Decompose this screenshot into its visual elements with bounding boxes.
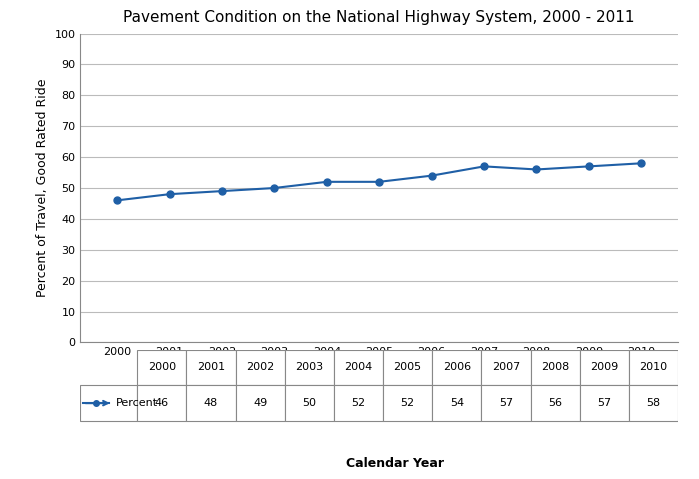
Text: 54: 54	[449, 398, 464, 408]
Title: Pavement Condition on the National Highway System, 2000 - 2011: Pavement Condition on the National Highw…	[124, 11, 635, 25]
FancyBboxPatch shape	[531, 350, 579, 385]
FancyBboxPatch shape	[236, 385, 284, 421]
FancyBboxPatch shape	[579, 350, 629, 385]
FancyBboxPatch shape	[579, 385, 629, 421]
Text: 2000: 2000	[147, 363, 176, 373]
FancyBboxPatch shape	[236, 350, 284, 385]
FancyBboxPatch shape	[137, 385, 187, 421]
FancyBboxPatch shape	[531, 385, 579, 421]
Text: Percent: Percent	[116, 398, 159, 408]
FancyBboxPatch shape	[482, 385, 531, 421]
Text: 2008: 2008	[541, 363, 569, 373]
FancyBboxPatch shape	[383, 350, 432, 385]
FancyBboxPatch shape	[284, 350, 334, 385]
FancyBboxPatch shape	[187, 385, 236, 421]
Text: 56: 56	[548, 398, 562, 408]
FancyBboxPatch shape	[187, 350, 236, 385]
FancyBboxPatch shape	[334, 350, 383, 385]
Text: 2005: 2005	[394, 363, 421, 373]
FancyBboxPatch shape	[284, 385, 334, 421]
Text: 2007: 2007	[492, 363, 520, 373]
Text: 50: 50	[302, 398, 316, 408]
FancyBboxPatch shape	[432, 350, 482, 385]
Text: 49: 49	[253, 398, 267, 408]
Text: 2003: 2003	[295, 363, 324, 373]
Text: 2002: 2002	[246, 363, 274, 373]
Text: 58: 58	[647, 398, 661, 408]
Text: 2009: 2009	[590, 363, 619, 373]
FancyBboxPatch shape	[629, 385, 678, 421]
FancyBboxPatch shape	[432, 385, 482, 421]
Text: 2004: 2004	[345, 363, 373, 373]
FancyBboxPatch shape	[80, 385, 137, 421]
Text: 48: 48	[204, 398, 218, 408]
Text: 46: 46	[154, 398, 169, 408]
Text: Calendar Year: Calendar Year	[346, 457, 444, 470]
FancyBboxPatch shape	[629, 350, 678, 385]
Text: 57: 57	[597, 398, 612, 408]
Y-axis label: Percent of Travel, Good Rated Ride: Percent of Travel, Good Rated Ride	[36, 79, 49, 297]
Text: 52: 52	[352, 398, 366, 408]
FancyBboxPatch shape	[334, 385, 383, 421]
Text: 2006: 2006	[442, 363, 471, 373]
Text: 57: 57	[499, 398, 513, 408]
FancyBboxPatch shape	[137, 350, 187, 385]
Text: 52: 52	[401, 398, 415, 408]
Text: 2010: 2010	[640, 363, 668, 373]
FancyBboxPatch shape	[383, 385, 432, 421]
Text: 2001: 2001	[197, 363, 225, 373]
FancyBboxPatch shape	[482, 350, 531, 385]
